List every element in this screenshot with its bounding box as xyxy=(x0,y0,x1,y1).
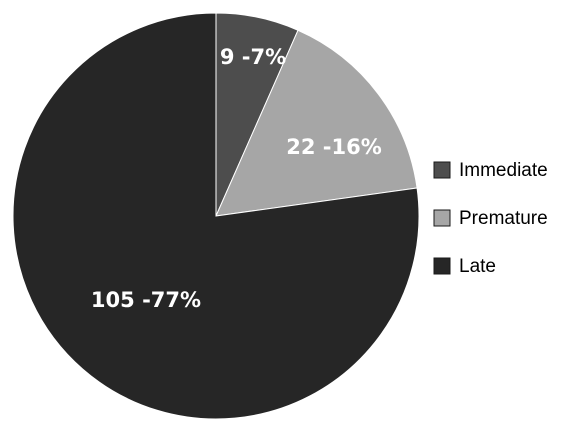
pie-slices xyxy=(12,12,420,420)
slice-label-immediate: 9 -7% xyxy=(220,45,286,69)
legend-label-late: Late xyxy=(459,256,496,277)
pie-slice-premature xyxy=(215,29,418,217)
slice-label-premature: 22 -16% xyxy=(286,135,382,159)
slice-label-late: 105 -77% xyxy=(91,288,201,312)
legend-swatch-late xyxy=(433,257,451,275)
legend-item-premature: Premature xyxy=(433,208,548,229)
legend-item-immediate: Immediate xyxy=(433,160,548,181)
pie-slice-labels: 9 -7% 22 -16% 105 -77% xyxy=(91,45,382,312)
pie-slice-late xyxy=(12,12,420,420)
legend-label-immediate: Immediate xyxy=(459,160,548,181)
legend-label-premature: Premature xyxy=(459,208,548,229)
legend-item-late: Late xyxy=(433,256,496,277)
legend-swatch-immediate xyxy=(433,161,451,179)
legend: Immediate Premature Late xyxy=(433,160,548,277)
legend-swatch-premature xyxy=(433,209,451,227)
